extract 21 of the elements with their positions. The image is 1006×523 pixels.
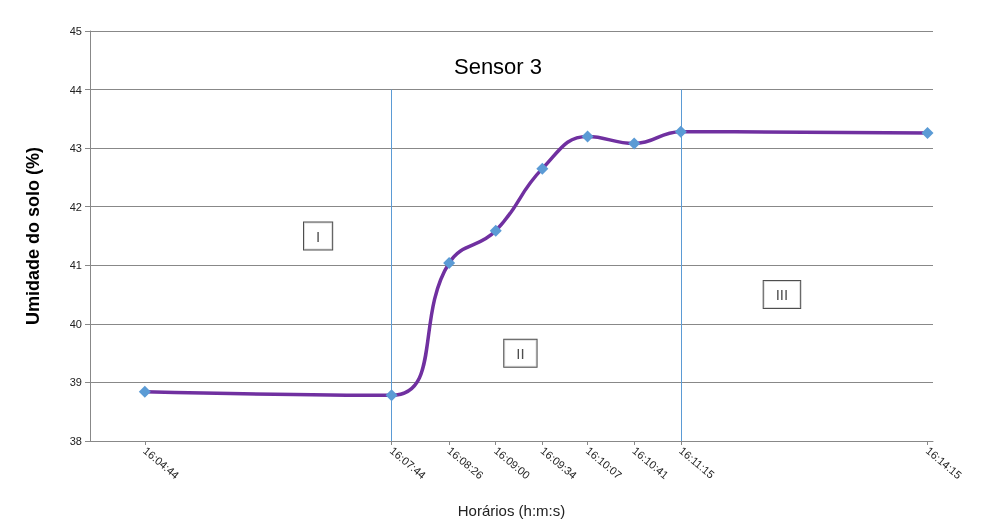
point (628, 137, 641, 150)
annotation: III (775, 286, 789, 304)
point (138, 385, 151, 398)
annotation: I (316, 227, 321, 245)
point (581, 130, 594, 143)
y-tick-label: 44 (69, 83, 82, 96)
y-axis-title: Umidade do solo (%) (23, 146, 43, 326)
y-tick-label: 40 (69, 317, 82, 330)
y-tick-label: 42 (69, 200, 82, 213)
y-tick-label: 39 (69, 376, 82, 389)
point (443, 256, 456, 269)
point (489, 224, 502, 237)
text: Sensor 3 (453, 53, 543, 79)
y-tick-label: 43 (69, 142, 82, 155)
y-tick-label: 38 (69, 435, 82, 447)
x-axis-title: Horários (h:m:s) (457, 502, 566, 519)
annotation: II (516, 344, 525, 362)
point (536, 162, 549, 175)
y-tick-label: 41 (69, 259, 82, 272)
y-tick-label: 45 (69, 25, 82, 37)
point (921, 126, 934, 139)
